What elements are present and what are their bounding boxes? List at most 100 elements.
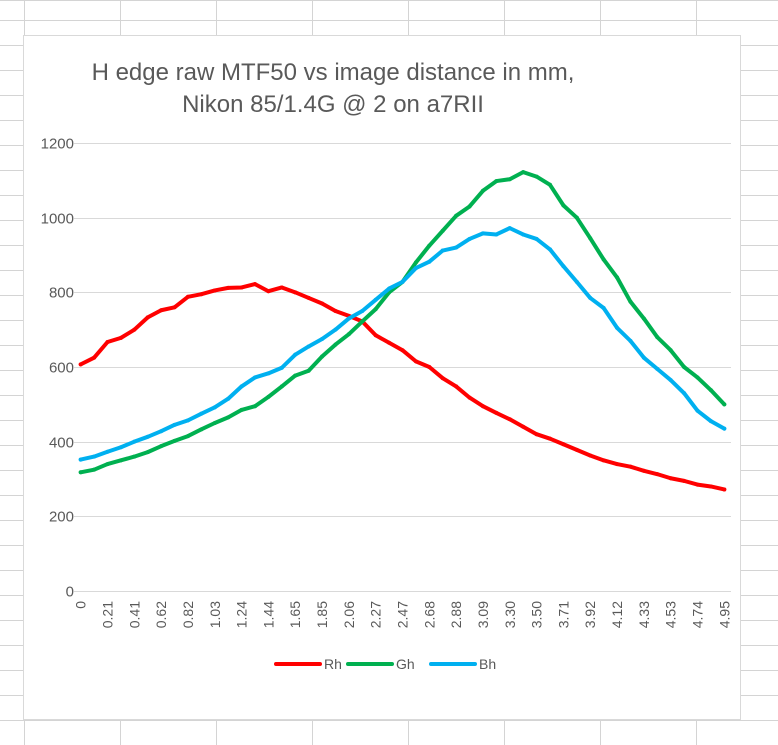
data-point-rh — [373, 333, 378, 338]
data-point-rh — [239, 285, 244, 290]
data-point-gh — [118, 458, 123, 463]
data-point-gh — [333, 342, 338, 347]
data-point-rh — [588, 453, 593, 458]
data-point-rh — [306, 295, 311, 300]
data-point-gh — [92, 467, 97, 472]
data-point-gh — [440, 228, 445, 233]
data-point-rh — [467, 395, 472, 400]
x-tick-label: 2.68 — [421, 601, 437, 628]
x-tick-label: 4.33 — [636, 601, 652, 628]
data-point-rh — [601, 458, 606, 463]
x-tick-label: 4.74 — [690, 601, 706, 628]
data-point-gh — [346, 332, 351, 337]
data-point-rh — [547, 436, 552, 441]
data-point-rh — [480, 404, 485, 409]
data-point-rh — [561, 442, 566, 447]
x-tick-label: 0.41 — [126, 601, 142, 628]
data-point-rh — [413, 359, 418, 364]
data-point-gh — [574, 215, 579, 220]
data-point-bh — [507, 226, 512, 231]
y-tick-label: 600 — [49, 360, 74, 377]
x-axis-ticks: 0 0.21 0.41 0.62 0.82 1.03 1.24 1.44 1.65 1.85 2.0… — [73, 601, 733, 628]
data-point-bh — [105, 449, 110, 454]
data-point-rh — [266, 289, 271, 294]
x-tick-label: 3.09 — [475, 601, 491, 628]
data-point-bh — [400, 279, 405, 284]
data-point-gh — [253, 404, 258, 409]
data-point-rh — [668, 476, 673, 481]
data-point-gh — [320, 354, 325, 359]
legend-item-rh[interactable]: Rh — [274, 656, 342, 672]
chart-subtitle: Nikon 85/1.4G @ 2 on a7RII — [182, 91, 484, 118]
data-point-gh — [266, 394, 271, 399]
x-tick-label: 2.27 — [368, 601, 384, 628]
data-point-gh — [226, 415, 231, 420]
series-rh — [78, 282, 727, 492]
data-point-bh — [574, 279, 579, 284]
data-point-gh — [695, 375, 700, 380]
data-point-rh — [320, 301, 325, 306]
data-point-rh — [279, 285, 284, 290]
plot-series — [78, 170, 727, 492]
data-point-gh — [78, 470, 83, 475]
data-point-bh — [695, 408, 700, 413]
data-point-bh — [615, 325, 620, 330]
data-point-gh — [467, 204, 472, 209]
data-point-gh — [534, 174, 539, 179]
data-point-rh — [212, 288, 217, 293]
data-point-gh — [601, 257, 606, 262]
data-point-rh — [427, 365, 432, 369]
data-point-rh — [132, 327, 137, 332]
data-point-bh — [708, 419, 713, 424]
data-point-rh — [655, 472, 660, 477]
data-point-rh — [92, 355, 97, 360]
data-point-bh — [293, 352, 298, 357]
data-point-bh — [226, 396, 231, 401]
data-point-bh — [561, 264, 566, 269]
data-point-bh — [467, 236, 472, 241]
data-point-bh — [601, 306, 606, 311]
data-point-bh — [547, 247, 552, 252]
y-tick-label: 800 — [49, 285, 74, 302]
chart-area[interactable]: H edge raw MTF50 vs image distance in mm… — [23, 35, 741, 720]
gridlines — [74, 143, 731, 592]
data-point-gh — [306, 368, 311, 373]
data-point-bh — [655, 366, 660, 371]
x-tick-label: 4.12 — [609, 601, 625, 628]
data-point-rh — [615, 462, 620, 467]
data-point-bh — [92, 454, 97, 459]
legend-label: Bh — [479, 656, 496, 672]
chart-title: H edge raw MTF50 vs image distance in mm… — [92, 59, 575, 86]
data-point-bh — [212, 405, 217, 410]
x-tick-label: 2.47 — [395, 601, 411, 628]
data-point-bh — [185, 418, 190, 423]
data-point-rh — [253, 282, 258, 287]
series-bh — [78, 226, 727, 462]
data-point-gh — [279, 384, 284, 389]
data-point-bh — [266, 371, 271, 376]
x-tick-label: 3.71 — [555, 601, 571, 628]
data-point-bh — [118, 445, 123, 450]
data-point-rh — [118, 335, 123, 340]
x-tick-label: 1.65 — [287, 601, 303, 628]
data-point-bh — [440, 248, 445, 253]
data-point-rh — [507, 417, 512, 422]
legend[interactable]: Rh Gh Bh — [274, 656, 496, 672]
x-tick-label: 0.82 — [180, 601, 196, 628]
data-point-bh — [306, 344, 311, 349]
data-point-bh — [628, 338, 633, 343]
data-point-gh — [185, 434, 190, 439]
legend-item-bh[interactable]: Bh — [429, 656, 496, 672]
x-tick-label: 3.50 — [529, 601, 545, 628]
x-tick-label: 1.85 — [314, 601, 330, 628]
data-point-rh — [105, 339, 110, 344]
legend-item-gh[interactable]: Gh — [346, 656, 415, 672]
legend-label: Rh — [324, 656, 342, 672]
data-point-rh — [521, 424, 526, 429]
x-tick-label: 0 — [73, 601, 89, 609]
data-point-gh — [682, 365, 687, 369]
data-point-bh — [320, 337, 325, 341]
x-tick-label: 1.44 — [260, 601, 276, 628]
data-point-gh — [494, 179, 499, 184]
series-line-gh — [78, 170, 727, 475]
